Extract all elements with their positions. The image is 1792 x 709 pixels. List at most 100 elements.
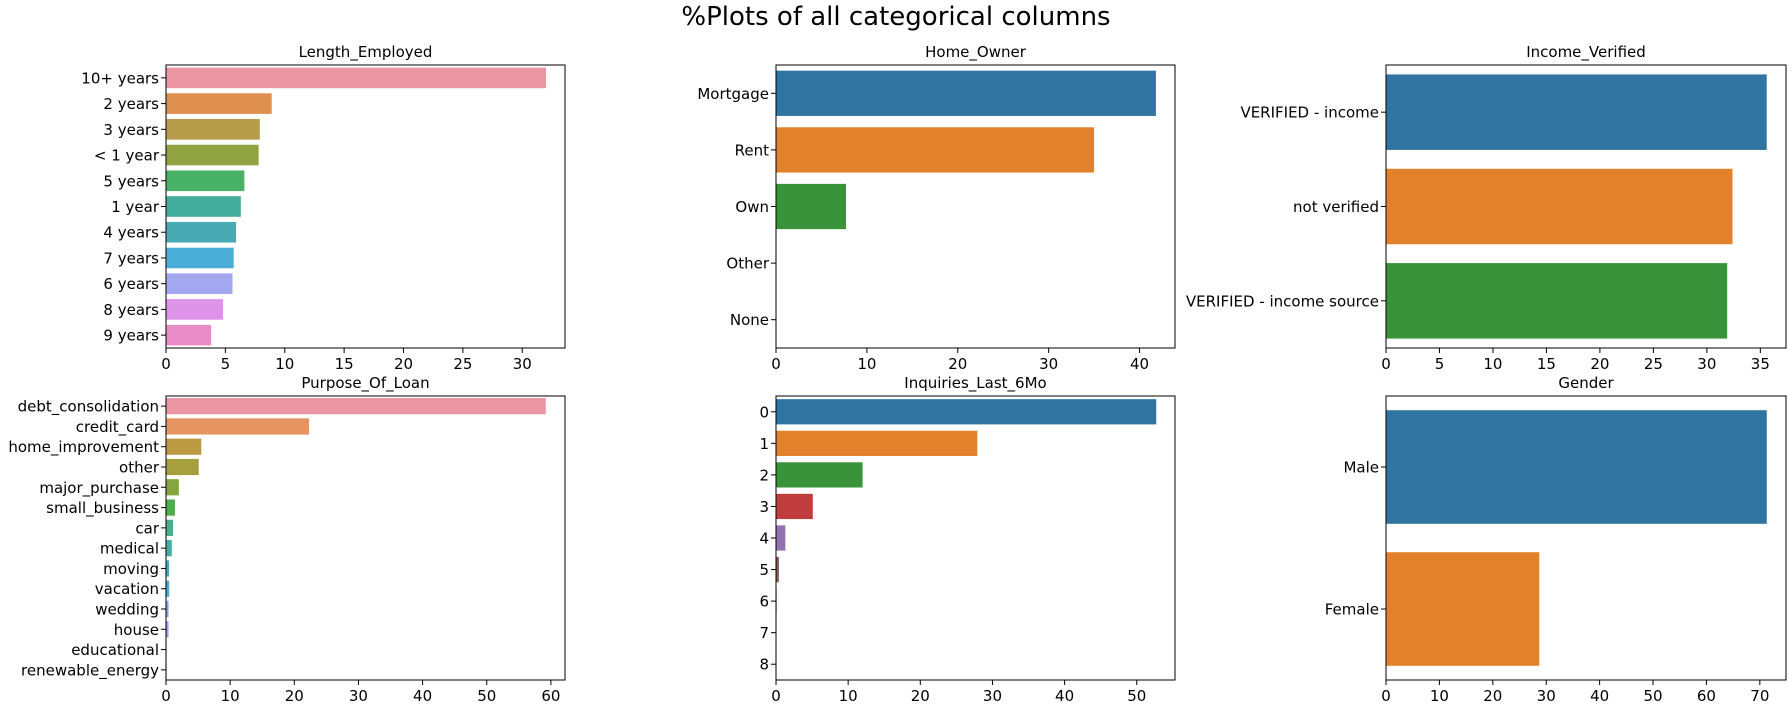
y-tick-label: 1 year xyxy=(111,198,160,216)
plot-frame xyxy=(1385,64,1787,349)
y-tick-label: 9 years xyxy=(103,327,159,345)
y-tick-label: 4 xyxy=(759,530,769,548)
plot-frame xyxy=(775,64,1176,349)
x-tick-label: 20 xyxy=(1590,355,1609,373)
x-tick-label: 10 xyxy=(221,687,240,705)
x-tick-label: 0 xyxy=(771,355,781,373)
bar-1-year xyxy=(166,196,241,217)
y-tick-label: 7 xyxy=(759,624,769,642)
y-tick-label: VERIFIED - income source xyxy=(1186,292,1379,310)
bar-3-years xyxy=(166,119,260,140)
y-tick-label: 1 xyxy=(759,435,769,453)
plot-frame xyxy=(165,64,566,349)
x-tick-label: 40 xyxy=(413,687,432,705)
figure-title: %Plots of all categorical columns xyxy=(681,2,1111,32)
y-tick-label: Rent xyxy=(735,141,769,159)
x-tick-label: 35 xyxy=(1751,355,1770,373)
x-tick-label: 0 xyxy=(161,687,171,705)
chart-income-verified: Income_Verified VERIFIED - income not veri… xyxy=(1186,43,1787,373)
y-tick-label: not verified xyxy=(1293,198,1379,216)
x-tick-label: 20 xyxy=(1483,687,1502,705)
y-tick-label: VERIFIED - income xyxy=(1240,104,1379,122)
bar-wedding xyxy=(166,600,169,618)
x-tick-label: 30 xyxy=(513,355,532,373)
y-tick-label: 5 years xyxy=(103,172,159,190)
y-tick-label: 7 years xyxy=(103,249,159,267)
y-tick-label: None xyxy=(730,311,769,329)
x-tick-label: 50 xyxy=(1127,687,1146,705)
bar-vacation xyxy=(166,580,170,597)
y-tick-label: 6 years xyxy=(103,275,159,293)
chart-title: Gender xyxy=(1558,374,1614,392)
bar-7-years xyxy=(166,247,234,269)
bar-other xyxy=(166,458,199,476)
bar-rent xyxy=(776,127,1095,173)
chart-title: Purpose_Of_Loan xyxy=(301,374,429,393)
y-tick-label: wedding xyxy=(95,601,159,619)
y-tick-label: 8 years xyxy=(103,301,159,319)
x-tick-label: 70 xyxy=(1750,687,1769,705)
bar-male xyxy=(1386,410,1767,524)
bar-10-years xyxy=(166,67,546,89)
y-tick-label: medical xyxy=(100,540,159,558)
x-tick-label: 0 xyxy=(161,355,171,373)
bar-credit-card xyxy=(166,418,310,435)
x-tick-label: 10 xyxy=(857,355,876,373)
x-tick-label: 40 xyxy=(1130,355,1149,373)
y-tick-label: Own xyxy=(735,198,769,216)
x-tick-label: 20 xyxy=(394,355,413,373)
chart-gender: Gender Male Female 0 10 20 30 40 50 60 70 xyxy=(1325,374,1787,705)
chart-title: Inquiries_Last_6Mo xyxy=(904,374,1046,393)
bar-1-year xyxy=(166,144,259,166)
y-tick-label: Male xyxy=(1343,459,1379,477)
y-tick-label: car xyxy=(135,519,159,537)
x-tick-label: 60 xyxy=(1697,687,1716,705)
y-tick-label: house xyxy=(114,621,159,639)
y-tick-label: small_business xyxy=(46,499,159,518)
bar-2-years xyxy=(166,93,272,114)
y-tick-label: < 1 year xyxy=(94,147,160,165)
bar-medical xyxy=(166,540,172,557)
bar-small-business xyxy=(166,499,175,516)
x-tick-label: 20 xyxy=(911,687,930,705)
x-tick-label: 60 xyxy=(541,687,560,705)
y-tick-label: 2 years xyxy=(103,95,159,113)
x-tick-label: 25 xyxy=(1644,355,1663,373)
bar-5 xyxy=(776,556,779,583)
y-tick-label: Other xyxy=(726,255,769,273)
y-tick-label: 6 xyxy=(759,593,769,611)
x-tick-label: 15 xyxy=(1537,355,1556,373)
bar-mortgage xyxy=(776,70,1156,116)
x-tick-label: 15 xyxy=(335,355,354,373)
y-tick-label: 3 years xyxy=(103,121,159,139)
x-tick-label: 10 xyxy=(275,355,294,373)
x-tick-label: 0 xyxy=(1381,687,1391,705)
bar-5-years xyxy=(166,170,245,192)
x-tick-label: 30 xyxy=(1697,355,1716,373)
x-tick-label: 50 xyxy=(477,687,496,705)
bar-verified-income xyxy=(1386,74,1767,150)
x-tick-label: 10 xyxy=(1430,687,1449,705)
bar-verified-income-source xyxy=(1386,263,1728,339)
chart-title: Length_Employed xyxy=(299,43,433,62)
y-tick-label: debt_consolidation xyxy=(18,398,159,417)
bar-female xyxy=(1386,552,1540,666)
bar-3 xyxy=(776,493,813,520)
x-tick-label: 5 xyxy=(221,355,231,373)
x-tick-label: 50 xyxy=(1643,687,1662,705)
y-tick-label: credit_card xyxy=(76,418,159,437)
x-tick-label: 10 xyxy=(839,687,858,705)
y-tick-label: major_purchase xyxy=(39,479,159,498)
y-tick-label: Mortgage xyxy=(697,85,769,103)
bar-house xyxy=(166,621,169,638)
y-tick-label: 2 xyxy=(759,466,769,484)
bar-8-years xyxy=(166,299,223,320)
x-tick-label: 0 xyxy=(771,687,781,705)
bar-major-purchase xyxy=(166,479,179,496)
x-tick-label: 20 xyxy=(285,687,304,705)
chart-purpose-of-loan: Purpose_Of_Loan debt_consolidationcredit_… xyxy=(8,374,566,705)
x-tick-label: 30 xyxy=(983,687,1002,705)
chart-title: Home_Owner xyxy=(925,43,1027,62)
plot-frame xyxy=(775,395,1176,681)
